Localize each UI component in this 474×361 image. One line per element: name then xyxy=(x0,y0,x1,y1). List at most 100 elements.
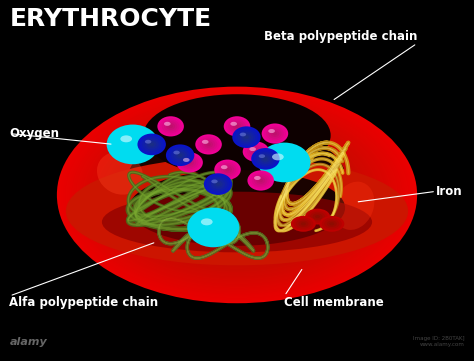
Ellipse shape xyxy=(66,157,408,265)
Ellipse shape xyxy=(187,208,239,247)
Ellipse shape xyxy=(166,123,175,130)
Ellipse shape xyxy=(216,182,220,186)
Ellipse shape xyxy=(249,147,256,151)
Ellipse shape xyxy=(219,163,237,177)
Ellipse shape xyxy=(254,176,261,180)
Ellipse shape xyxy=(181,156,199,169)
Ellipse shape xyxy=(258,143,310,182)
Ellipse shape xyxy=(140,135,164,153)
Ellipse shape xyxy=(113,130,152,159)
Ellipse shape xyxy=(129,170,345,246)
Ellipse shape xyxy=(207,222,220,232)
Text: alamy: alamy xyxy=(9,336,47,347)
Ellipse shape xyxy=(114,121,360,269)
Ellipse shape xyxy=(254,150,277,168)
Text: Image ID: 2B0TAK]
www.alamy.com: Image ID: 2B0TAK] www.alamy.com xyxy=(413,336,465,347)
Ellipse shape xyxy=(298,221,309,227)
Ellipse shape xyxy=(203,220,223,235)
Ellipse shape xyxy=(324,219,339,229)
Ellipse shape xyxy=(225,168,230,171)
Ellipse shape xyxy=(147,141,156,148)
Ellipse shape xyxy=(226,118,248,135)
Text: ERYTHROCYTE: ERYTHROCYTE xyxy=(9,7,211,31)
Ellipse shape xyxy=(268,129,275,133)
Ellipse shape xyxy=(274,155,294,170)
Ellipse shape xyxy=(82,102,392,288)
Ellipse shape xyxy=(107,117,367,273)
Text: Oxygen: Oxygen xyxy=(9,127,59,140)
Ellipse shape xyxy=(281,160,288,165)
Ellipse shape xyxy=(116,122,358,268)
Ellipse shape xyxy=(221,165,234,175)
Ellipse shape xyxy=(179,154,201,171)
Ellipse shape xyxy=(252,174,270,187)
Ellipse shape xyxy=(145,140,151,144)
Ellipse shape xyxy=(240,132,246,136)
Ellipse shape xyxy=(120,135,132,142)
Ellipse shape xyxy=(111,119,363,270)
Ellipse shape xyxy=(235,128,258,146)
Ellipse shape xyxy=(110,127,155,162)
Ellipse shape xyxy=(214,160,241,180)
Ellipse shape xyxy=(272,153,284,160)
Ellipse shape xyxy=(319,216,344,232)
Ellipse shape xyxy=(105,116,369,274)
Ellipse shape xyxy=(164,121,177,131)
Ellipse shape xyxy=(187,161,192,164)
Ellipse shape xyxy=(86,104,388,286)
Ellipse shape xyxy=(107,125,159,164)
Ellipse shape xyxy=(291,216,316,232)
Ellipse shape xyxy=(173,151,180,155)
Ellipse shape xyxy=(263,157,268,161)
Ellipse shape xyxy=(221,165,228,169)
Ellipse shape xyxy=(210,225,217,230)
Ellipse shape xyxy=(195,134,222,155)
Ellipse shape xyxy=(310,212,325,221)
Ellipse shape xyxy=(262,145,307,180)
Ellipse shape xyxy=(256,152,275,166)
Ellipse shape xyxy=(204,141,213,148)
Ellipse shape xyxy=(200,217,227,238)
Ellipse shape xyxy=(200,138,218,151)
Ellipse shape xyxy=(235,125,239,128)
Ellipse shape xyxy=(327,221,337,227)
Ellipse shape xyxy=(183,158,190,162)
Ellipse shape xyxy=(308,210,328,223)
Ellipse shape xyxy=(197,215,229,240)
Ellipse shape xyxy=(118,123,356,266)
Text: Beta polypeptide chain: Beta polypeptide chain xyxy=(264,30,417,43)
Ellipse shape xyxy=(254,175,267,186)
Ellipse shape xyxy=(266,127,284,140)
Ellipse shape xyxy=(230,122,237,126)
Ellipse shape xyxy=(183,157,196,168)
Ellipse shape xyxy=(191,210,236,245)
Ellipse shape xyxy=(61,89,413,301)
Ellipse shape xyxy=(101,113,373,277)
Ellipse shape xyxy=(119,134,146,155)
Ellipse shape xyxy=(57,87,417,303)
Ellipse shape xyxy=(217,161,238,178)
Ellipse shape xyxy=(137,134,166,155)
Ellipse shape xyxy=(175,152,185,159)
Ellipse shape xyxy=(103,114,371,275)
Ellipse shape xyxy=(166,144,194,166)
Ellipse shape xyxy=(273,132,277,135)
Ellipse shape xyxy=(322,217,342,230)
Ellipse shape xyxy=(247,145,265,158)
Ellipse shape xyxy=(178,153,182,157)
Ellipse shape xyxy=(296,219,311,229)
Ellipse shape xyxy=(185,159,194,166)
Ellipse shape xyxy=(249,147,263,157)
Ellipse shape xyxy=(91,107,383,283)
Ellipse shape xyxy=(301,222,306,225)
Ellipse shape xyxy=(224,116,250,136)
Text: Alfa polypeptide chain: Alfa polypeptide chain xyxy=(9,296,159,309)
Ellipse shape xyxy=(202,139,215,149)
Ellipse shape xyxy=(160,118,182,135)
Ellipse shape xyxy=(256,177,265,184)
Ellipse shape xyxy=(157,116,184,136)
Ellipse shape xyxy=(262,123,288,144)
Text: Cell membrane: Cell membrane xyxy=(284,296,384,309)
Ellipse shape xyxy=(268,150,301,175)
Ellipse shape xyxy=(173,150,187,161)
